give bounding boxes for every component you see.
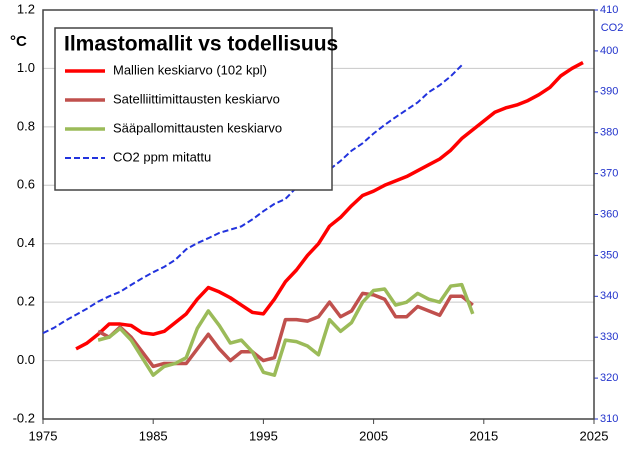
legend-label: Satelliittimittausten keskiarvo	[113, 91, 280, 106]
y-tick-label: 0.2	[17, 294, 35, 309]
y-tick-label: 0.8	[17, 118, 35, 133]
legend-label: Sääpallomittausten keskiarvo	[113, 120, 282, 135]
x-tick-label: 1985	[139, 428, 168, 443]
x-tick-label: 1975	[29, 428, 58, 443]
series-line	[97, 282, 475, 377]
plot-frame	[42, 9, 595, 420]
y-tick-label: -0.2	[13, 410, 35, 425]
legend-label: Mallien keskiarvo (102 kpl)	[113, 62, 267, 77]
y2-tick-label: 360	[600, 208, 618, 220]
x-tick-label: 2025	[580, 428, 609, 443]
y2-tick-label: 310	[600, 413, 618, 425]
y2-axis-label: CO2	[601, 22, 624, 34]
x-tick-label: 1995	[249, 428, 278, 443]
y2-tick-label: 400	[600, 45, 618, 57]
y2-tick-label: 390	[600, 86, 618, 98]
y-tick-label: 0.6	[17, 177, 35, 192]
y-tick-label: 1.0	[17, 60, 35, 75]
chart-title: Ilmastomallit vs todellisuus	[64, 33, 338, 56]
series-line	[42, 64, 463, 335]
legend-label: CO2 ppm mitattu	[113, 149, 211, 164]
legend-box	[54, 27, 333, 191]
y-tick-label: 1.2	[17, 1, 35, 16]
y2-tick-label: 340	[600, 290, 618, 302]
y-tick-label: 0.4	[17, 235, 35, 250]
y2-tick-label: 410	[600, 4, 618, 16]
y2-tick-label: 350	[600, 249, 618, 261]
y-axis-label: °C	[10, 33, 27, 50]
x-tick-label: 2005	[359, 428, 388, 443]
y-tick-label: 0.0	[17, 352, 35, 367]
y2-tick-label: 380	[600, 127, 618, 139]
y2-tick-label: 370	[600, 168, 618, 180]
series-line	[97, 291, 474, 369]
y2-tick-label: 330	[600, 331, 618, 343]
x-tick-label: 2015	[469, 428, 498, 443]
series-line	[75, 61, 584, 351]
y2-tick-label: 320	[600, 372, 618, 384]
